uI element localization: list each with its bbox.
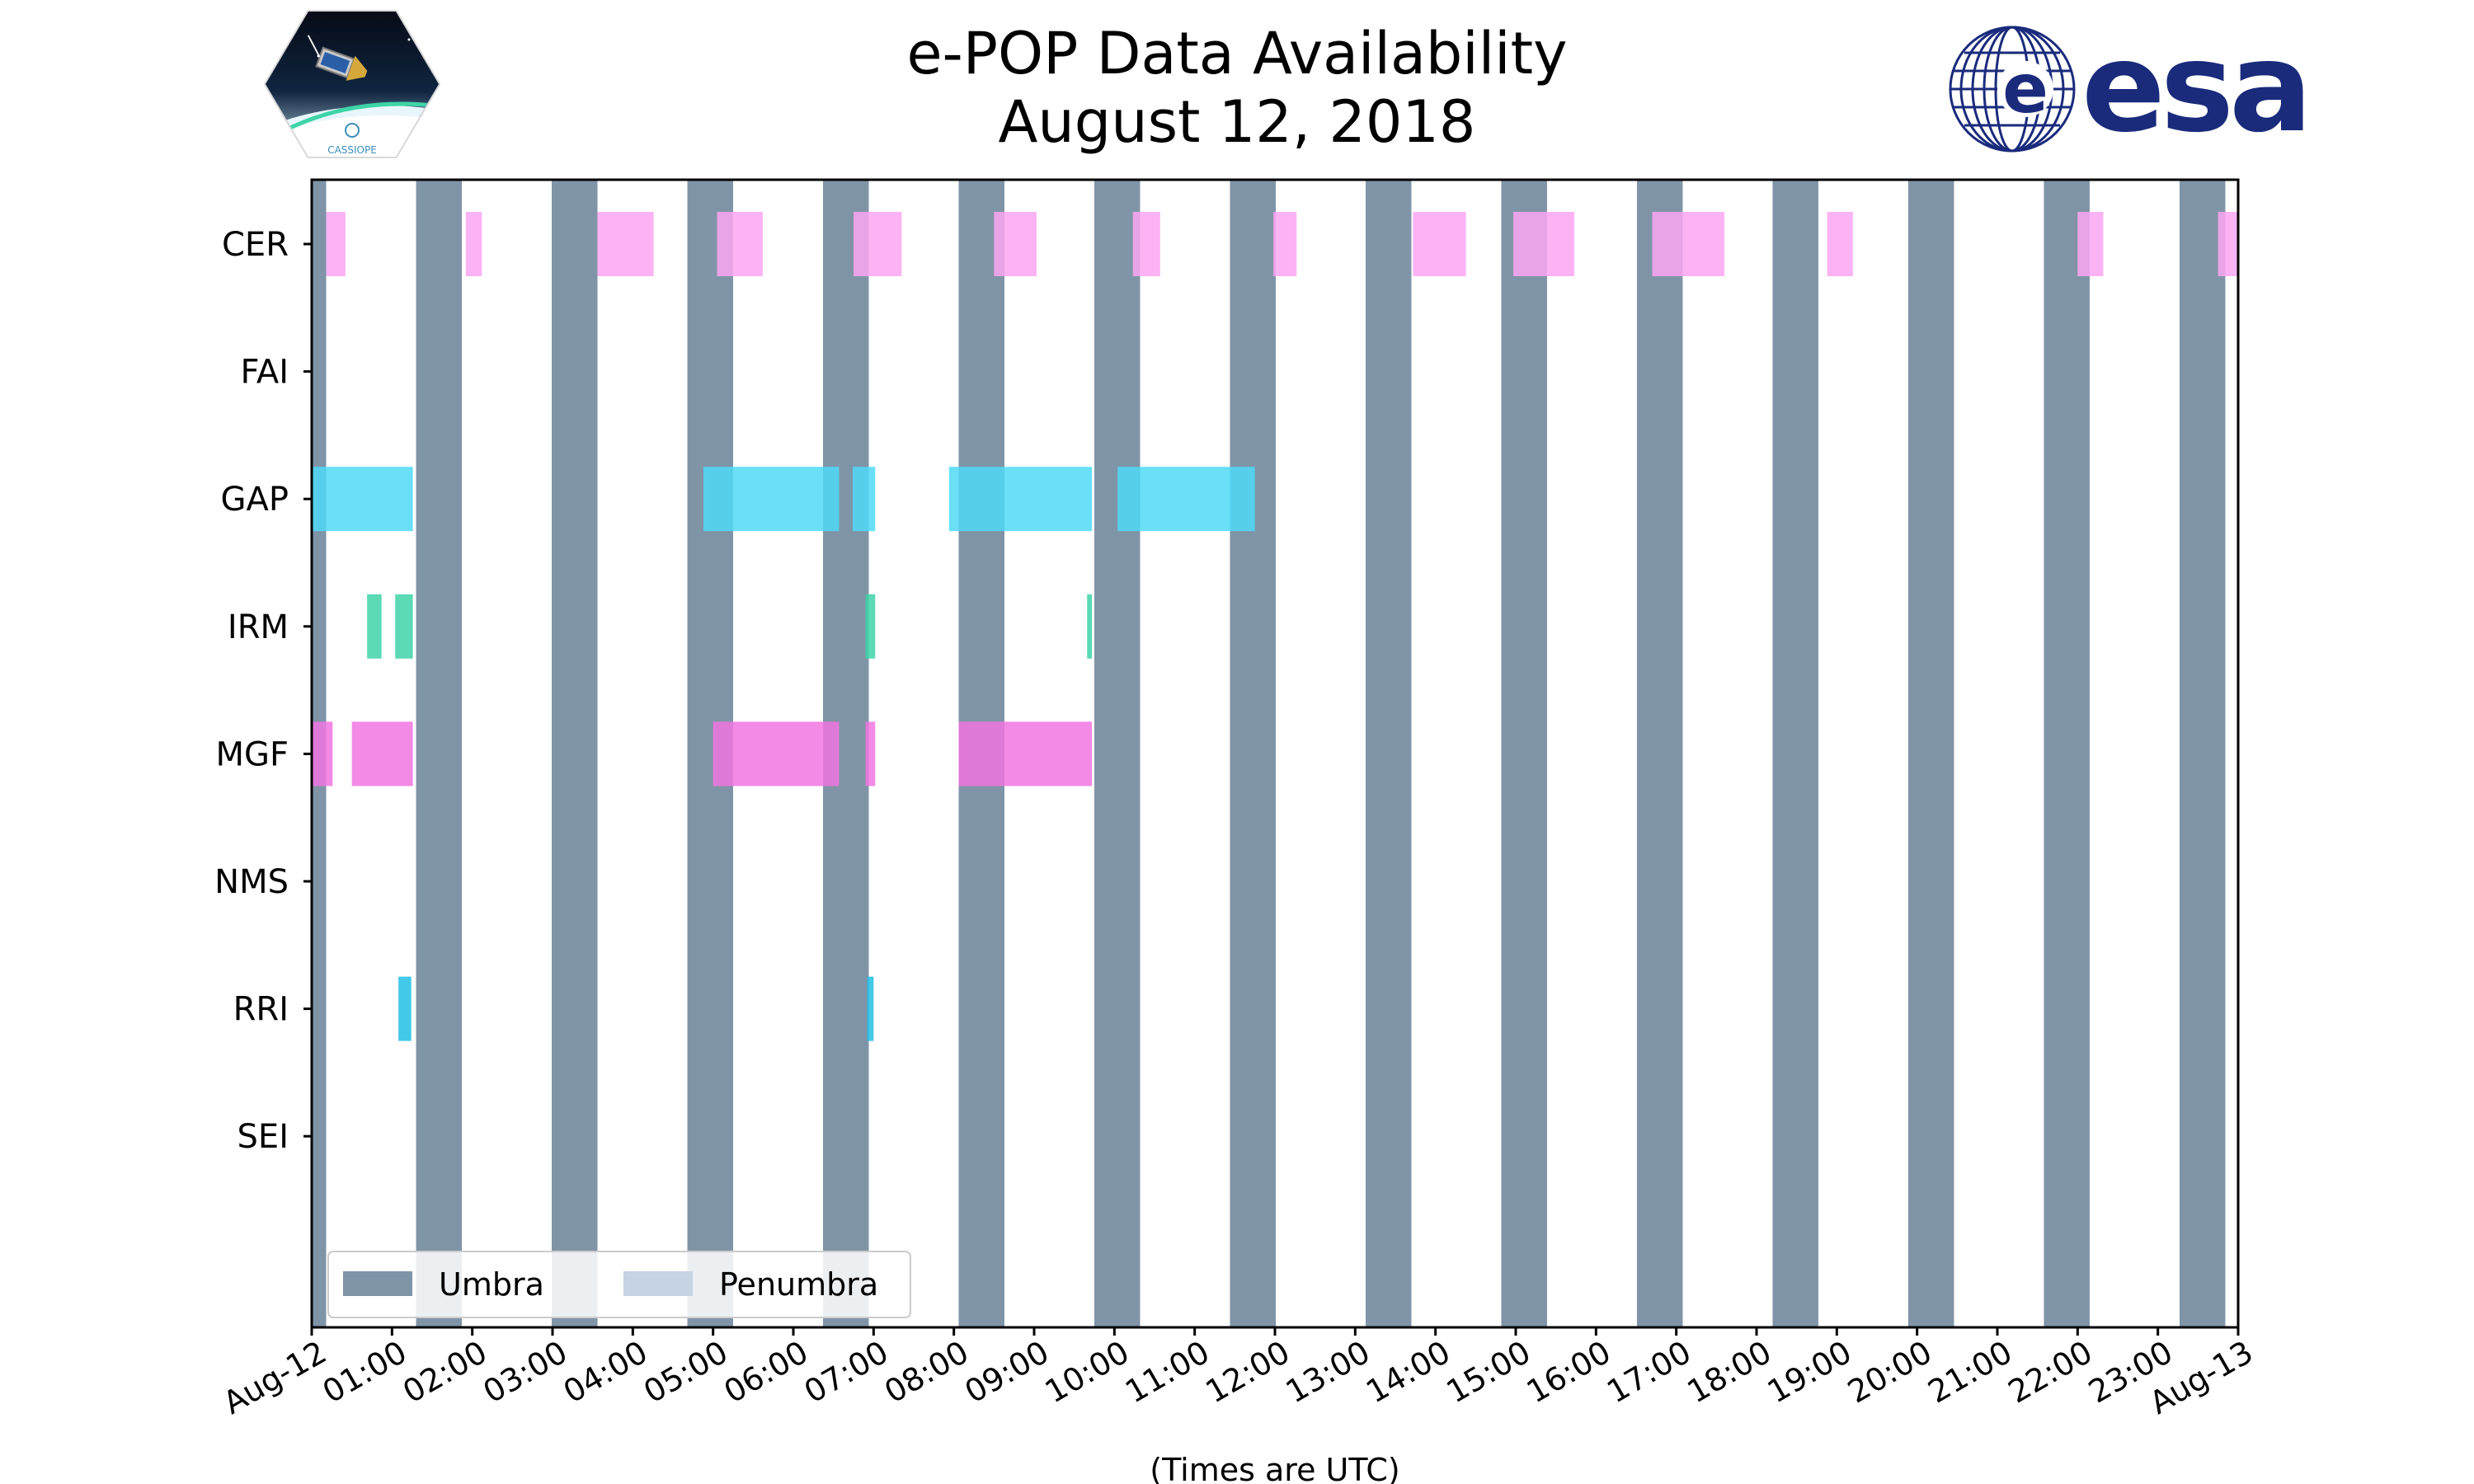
- umbra-band: [1094, 180, 1141, 1327]
- x-tick-label: 04:00: [557, 1334, 654, 1411]
- x-tick-label: 16:00: [1521, 1334, 1617, 1411]
- chart-subtitle: August 12, 2018: [998, 88, 1476, 156]
- legend-penumbra-label: Penumbra: [719, 1266, 878, 1303]
- x-tick-label: 11:00: [1119, 1334, 1216, 1411]
- x-tick-label: Aug-12: [217, 1334, 332, 1421]
- x-tick-label: 07:00: [798, 1334, 895, 1411]
- y-tick-label: GAP: [221, 481, 289, 519]
- umbra-band: [416, 180, 463, 1327]
- umbra-band: [1501, 180, 1547, 1327]
- x-tick-label: 10:00: [1039, 1334, 1136, 1411]
- gap-data-bar: [948, 467, 1093, 532]
- x-tick-label: 19:00: [1761, 1334, 1858, 1411]
- cer-data-bar: [854, 212, 902, 276]
- umbra-band: [2179, 180, 2226, 1327]
- umbra-band-layer: [312, 180, 2226, 1327]
- cer-data-bar: [1273, 212, 1297, 276]
- umbra-band: [2044, 180, 2090, 1327]
- legend-umbra-label: Umbra: [439, 1266, 544, 1303]
- rri-data-bar: [867, 976, 874, 1041]
- x-tick-label: 13:00: [1280, 1334, 1376, 1411]
- y-tick-label: RRI: [233, 991, 289, 1029]
- data-bars-layer: [312, 212, 2238, 1041]
- mgf-data-bar: [351, 721, 413, 787]
- gap-data-bar: [1117, 467, 1255, 532]
- x-tick-label: 18:00: [1681, 1334, 1777, 1411]
- x-tick-label: 01:00: [317, 1334, 413, 1411]
- x-tick-label: 15:00: [1440, 1334, 1536, 1411]
- legend-box: [327, 1251, 911, 1318]
- cer-data-bar: [994, 212, 1037, 276]
- esa-globe-icon: e: [1949, 26, 2076, 153]
- y-tick-label: MGF: [215, 735, 289, 773]
- svg-text:e: e: [2002, 50, 2048, 129]
- y-tick-label: SEI: [238, 1118, 289, 1156]
- cer-data-bar: [1513, 212, 1575, 276]
- legend: Umbra Penumbra: [327, 1251, 911, 1318]
- mgf-data-bar: [865, 721, 876, 787]
- cer-data-bar: [1827, 212, 1853, 276]
- y-axis: CER FAI GAP IRM MGF NMS RRI SEI: [214, 226, 312, 1156]
- y-tick-label: IRM: [228, 608, 289, 646]
- cer-data-bar: [717, 212, 764, 276]
- irm-data-bar: [367, 594, 382, 659]
- x-tick-label: 14:00: [1360, 1334, 1456, 1411]
- legend-penumbra-swatch: [623, 1271, 693, 1296]
- x-tick-label: 20:00: [1841, 1334, 1938, 1411]
- cassiope-logo-text: CASSIOPE: [327, 144, 377, 156]
- legend-umbra-swatch: [343, 1271, 412, 1296]
- gap-data-bar: [703, 467, 840, 532]
- cer-data-bar: [465, 212, 482, 276]
- umbra-band: [1772, 180, 1818, 1327]
- irm-data-bar: [1087, 594, 1093, 659]
- cer-data-bar: [1132, 212, 1160, 276]
- y-tick-label: CER: [222, 226, 289, 264]
- x-tick-label: 09:00: [958, 1334, 1055, 1411]
- umbra-band: [1230, 180, 1276, 1327]
- umbra-band: [1907, 180, 1954, 1327]
- y-tick-label: NMS: [214, 863, 289, 901]
- x-tick-label: 17:00: [1601, 1334, 1697, 1411]
- esa-logo: e esa: [1946, 16, 2312, 160]
- irm-data-bar: [395, 594, 413, 659]
- rri-data-bar: [398, 976, 412, 1041]
- x-tick-label: 05:00: [637, 1334, 734, 1411]
- cer-data-bar: [1652, 212, 1725, 276]
- umbra-band: [1636, 180, 1683, 1327]
- x-tick-label: 08:00: [878, 1334, 975, 1411]
- cer-data-bar: [1413, 212, 1466, 276]
- x-tick-label: 02:00: [397, 1334, 493, 1411]
- mgf-data-bar: [312, 721, 333, 787]
- x-tick-label: 12:00: [1199, 1334, 1296, 1411]
- gap-data-bar: [312, 467, 413, 532]
- y-tick-label: FAI: [241, 354, 289, 392]
- x-axis-label: (Times are UTC): [1150, 1452, 1399, 1484]
- chart-title: e-POP Data Availability: [906, 20, 1568, 87]
- cer-data-bar: [2218, 212, 2238, 276]
- esa-logo-text: esa: [2081, 16, 2312, 160]
- mgf-data-bar: [958, 721, 1093, 787]
- x-tick-label: 03:00: [477, 1334, 573, 1411]
- cer-data-bar: [597, 212, 654, 276]
- cer-data-bar: [2077, 212, 2104, 276]
- cassiope-logo: CASSIOPE: [263, 10, 441, 158]
- umbra-band: [552, 180, 598, 1327]
- x-tick-label: 06:00: [717, 1334, 814, 1411]
- gap-data-bar: [853, 467, 876, 532]
- umbra-band: [1365, 180, 1412, 1327]
- cer-data-bar: [326, 212, 346, 276]
- x-axis: Aug-1201:0002:0003:0004:0005:0006:0007:0…: [217, 1327, 2259, 1421]
- x-tick-label: 22:00: [2002, 1334, 2099, 1411]
- irm-data-bar: [865, 594, 876, 659]
- x-tick-label: 21:00: [1921, 1334, 2018, 1411]
- mgf-data-bar: [713, 721, 840, 787]
